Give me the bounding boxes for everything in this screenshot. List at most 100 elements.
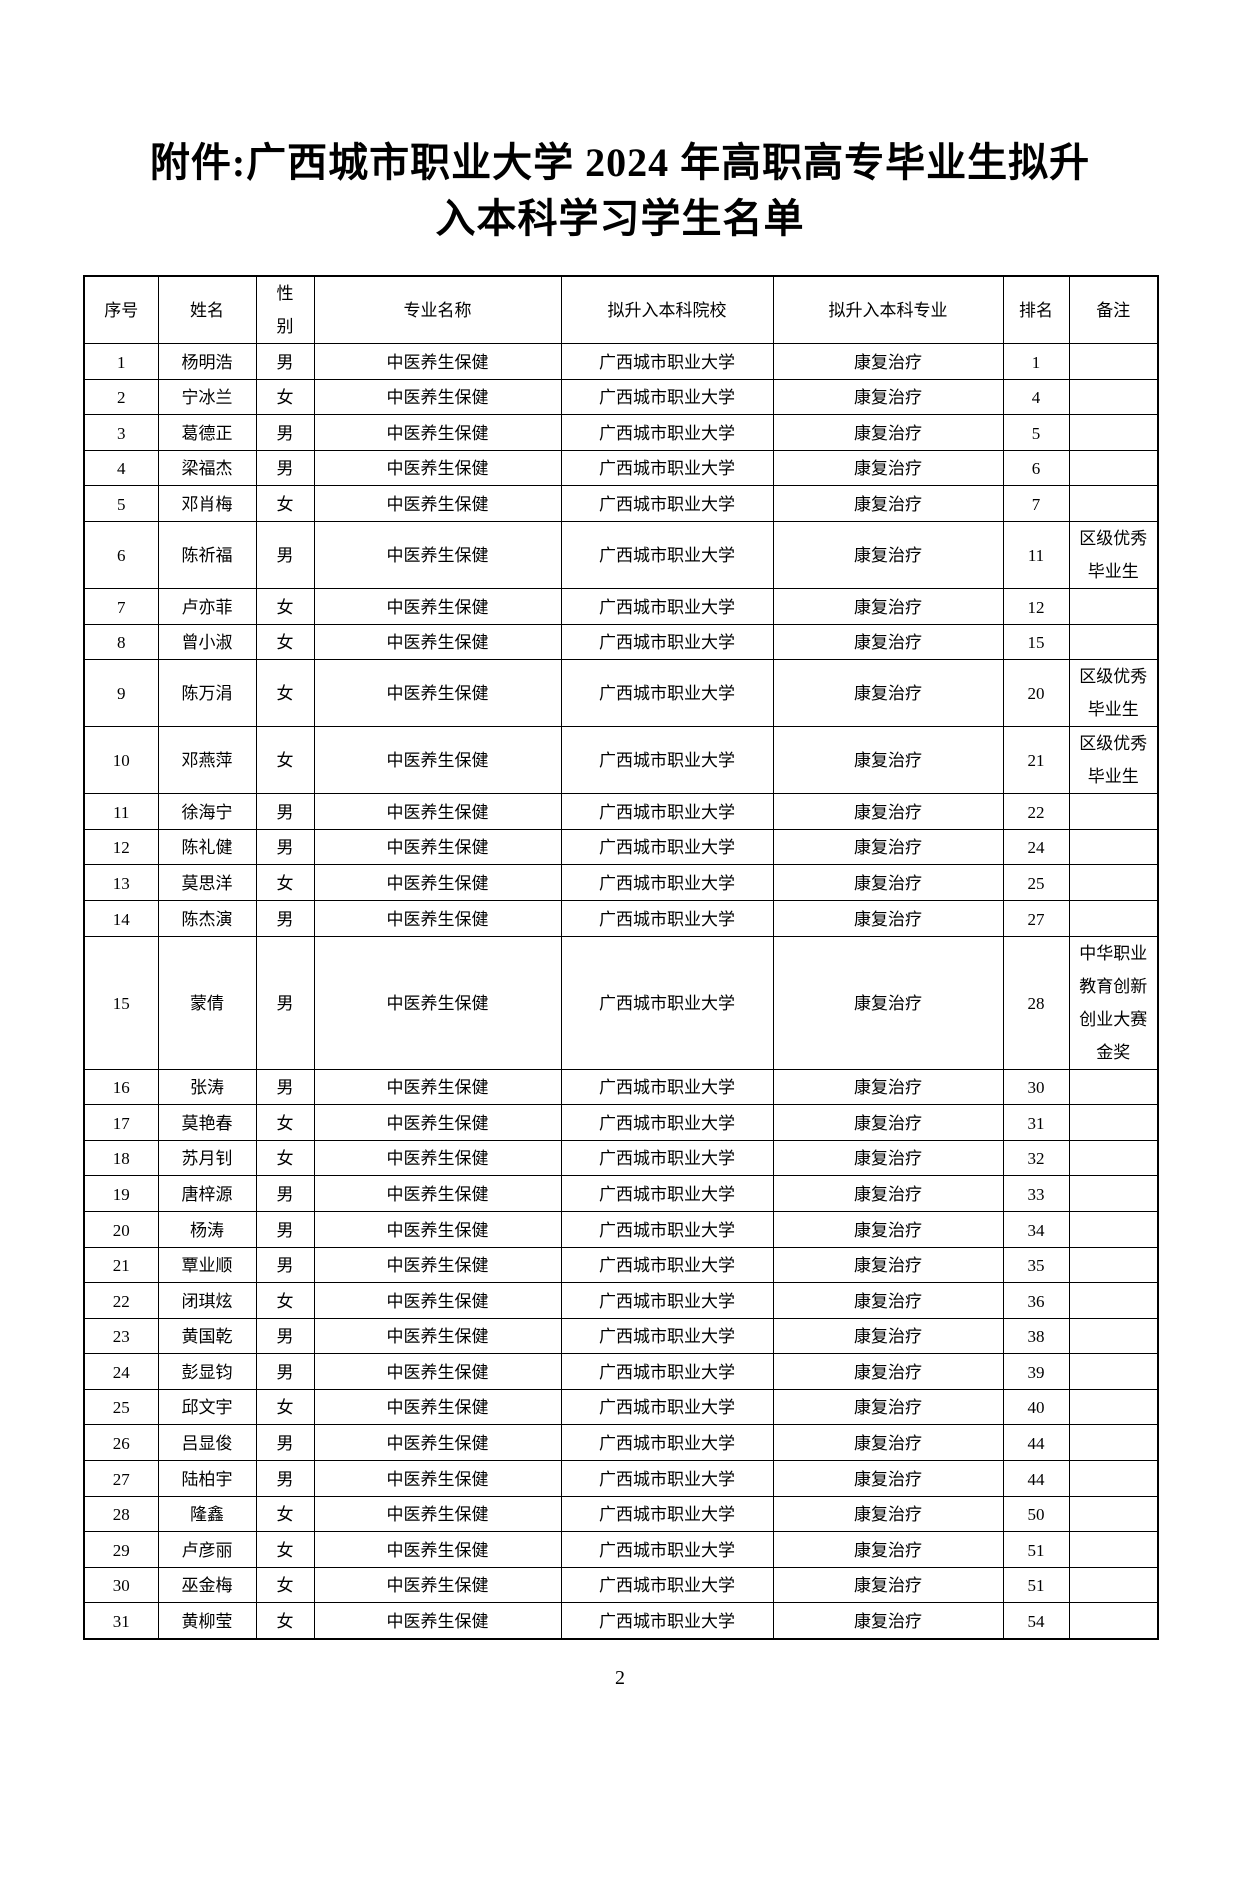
cell-text-college: 广西城市职业大学 (599, 1078, 735, 1098)
cell-rank: 21 (1002, 726, 1070, 795)
cell-text-name: 杨涛 (190, 1220, 224, 1240)
cell-name: 卢亦菲 (157, 587, 257, 625)
cell-college: 广西城市职业大学 (560, 1388, 774, 1426)
cell-college: 广西城市职业大学 (560, 1531, 774, 1568)
table-row: 1 杨明浩 男 中医养生保健 广西城市职业大学 康复治疗 1 (83, 343, 1159, 380)
cell-text-college: 广西城市职业大学 (599, 546, 735, 566)
cell-major: 中医养生保健 (313, 1566, 562, 1604)
table-row: 13 莫思洋 女 中医养生保健 广西城市职业大学 康复治疗 25 (83, 864, 1159, 901)
cell-name: 蒙倩 (157, 935, 257, 1070)
cell-text-no: 21 (112, 1256, 130, 1276)
cell-remark: 区级优秀毕业生 (1068, 726, 1159, 795)
cell-no: 10 (83, 726, 159, 795)
cell-text-rank: 28 (1027, 993, 1045, 1013)
cell-text-gender: 男 (276, 1434, 294, 1454)
cell-gender: 女 (255, 485, 315, 522)
cell-gender: 女 (255, 623, 315, 661)
cell-major: 中医养生保健 (313, 1210, 562, 1248)
cell-text-no: 1 (117, 352, 126, 372)
column-header-label: 排名 (1019, 301, 1053, 321)
cell-name: 梁福杰 (157, 449, 257, 487)
cell-name: 徐海宁 (157, 793, 257, 830)
cell-name: 闭琪炫 (157, 1282, 257, 1319)
cell-target_major: 康复治疗 (772, 623, 1004, 661)
cell-text-no: 26 (112, 1434, 130, 1454)
column-header-label: 拟升入本科院校 (607, 301, 727, 321)
cell-text-major: 中医养生保健 (386, 1469, 489, 1489)
cell-text-college: 广西城市职业大学 (599, 1576, 735, 1596)
cell-rank: 11 (1002, 520, 1070, 589)
cell-text-no: 16 (112, 1078, 130, 1098)
cell-major: 中医养生保健 (313, 587, 562, 625)
cell-text-college: 广西城市职业大学 (599, 1291, 735, 1311)
cell-text-rank: 44 (1027, 1469, 1045, 1489)
cell-text-gender: 男 (276, 1327, 294, 1347)
table-row: 26 吕显俊 男 中医养生保健 广西城市职业大学 康复治疗 44 (83, 1424, 1159, 1462)
cell-text-no: 9 (117, 684, 126, 704)
cell-text-name: 闭琪炫 (181, 1291, 233, 1311)
cell-target_major: 康复治疗 (772, 1175, 1004, 1212)
cell-text-gender: 男 (276, 838, 294, 858)
cell-text-gender: 男 (276, 1184, 294, 1204)
cell-no: 19 (83, 1175, 159, 1212)
cell-text-target_major: 康复治疗 (854, 684, 922, 704)
cell-text-gender: 女 (276, 597, 294, 617)
cell-text-rank: 34 (1027, 1220, 1045, 1240)
cell-college: 广西城市职业大学 (560, 1139, 774, 1177)
cell-remark (1068, 1424, 1159, 1462)
cell-text-target_major: 康复治疗 (854, 388, 922, 408)
cell-rank: 44 (1002, 1424, 1070, 1462)
cell-gender: 女 (255, 726, 315, 795)
cell-name: 宁冰兰 (157, 378, 257, 416)
cell-rank: 5 (1002, 414, 1070, 451)
cell-text-gender: 男 (276, 802, 294, 822)
cell-text-name: 黄柳莹 (181, 1612, 233, 1632)
cell-text-target_major: 康复治疗 (854, 494, 922, 514)
cell-text-target_major: 康复治疗 (854, 1327, 922, 1347)
cell-gender: 男 (255, 828, 315, 866)
cell-college: 广西城市职业大学 (560, 864, 774, 901)
table-row: 29 卢彦丽 女 中医养生保健 广西城市职业大学 康复治疗 51 (83, 1531, 1159, 1568)
cell-text-major: 中医养生保健 (386, 1434, 489, 1454)
cell-text-rank: 31 (1027, 1113, 1045, 1133)
cell-text-college: 广西城市职业大学 (599, 993, 735, 1013)
cell-college: 广西城市职业大学 (560, 828, 774, 866)
cell-text-name: 黄国乾 (181, 1327, 233, 1347)
cell-text-target_major: 康复治疗 (854, 802, 922, 822)
cell-text-major: 中医养生保健 (386, 751, 489, 771)
table-row: 28 隆鑫 女 中医养生保健 广西城市职业大学 康复治疗 50 (83, 1495, 1159, 1533)
cell-text-rank: 12 (1027, 597, 1045, 617)
cell-rank: 35 (1002, 1246, 1070, 1284)
cell-text-college: 广西城市职业大学 (599, 1398, 735, 1418)
cell-text-rank: 20 (1027, 684, 1045, 704)
cell-major: 中医养生保健 (313, 1353, 562, 1390)
column-header-name: 姓名 (157, 275, 257, 344)
table-row: 18 苏月钊 女 中医养生保健 广西城市职业大学 康复治疗 32 (83, 1139, 1159, 1177)
cell-text-major: 中医养生保健 (386, 1078, 489, 1098)
cell-college: 广西城市职业大学 (560, 1210, 774, 1248)
cell-text-rank: 11 (1027, 546, 1045, 566)
cell-text-gender: 男 (276, 459, 294, 479)
cell-text-no: 31 (112, 1612, 130, 1632)
cell-text-no: 25 (112, 1398, 130, 1418)
cell-no: 14 (83, 899, 159, 937)
cell-text-rank: 36 (1027, 1291, 1045, 1311)
cell-gender: 男 (255, 343, 315, 380)
cell-text-name: 杨明浩 (181, 352, 233, 372)
cell-text-name: 隆鑫 (190, 1505, 224, 1525)
cell-no: 5 (83, 485, 159, 522)
cell-no: 25 (83, 1388, 159, 1426)
cell-text-rank: 39 (1027, 1362, 1045, 1382)
cell-text-name: 卢亦菲 (181, 597, 233, 617)
cell-name: 黄国乾 (157, 1317, 257, 1355)
cell-target_major: 康复治疗 (772, 726, 1004, 795)
cell-name: 陈万涓 (157, 659, 257, 728)
document-title-line-1: 附件:广西城市职业大学 2024 年高职高专毕业生拟升 (149, 140, 1091, 185)
cell-text-gender: 女 (276, 1398, 294, 1418)
cell-target_major: 康复治疗 (772, 1424, 1004, 1462)
table-body: 1 杨明浩男中医养生保健 广西城市职业大学 康复治疗 1 2 宁冰兰女中医养生保健 广西城市职… (83, 343, 1159, 1640)
cell-text-college: 广西城市职业大学 (599, 802, 735, 822)
cell-text-major: 中医养生保健 (386, 1398, 489, 1418)
cell-text-name: 宁冰兰 (181, 388, 233, 408)
cell-text-rank: 33 (1027, 1184, 1045, 1204)
